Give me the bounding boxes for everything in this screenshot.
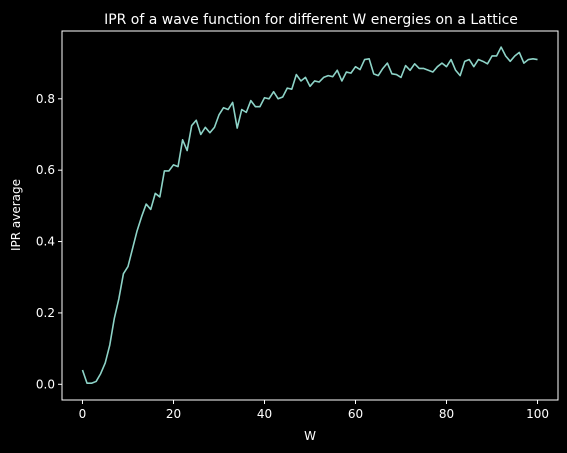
x-tick-label: 40 xyxy=(257,407,272,421)
chart-title: IPR of a wave function for different W e… xyxy=(104,12,518,28)
x-axis-ticks: 0 20 40 60 80 100 xyxy=(79,400,549,421)
x-tick-label: 60 xyxy=(348,407,363,421)
y-tick-label: 0.8 xyxy=(36,92,55,106)
y-tick-label: 0.2 xyxy=(36,306,55,320)
plot-frame xyxy=(61,30,559,401)
y-tick-label: 0.6 xyxy=(36,163,55,177)
x-tick-label: 100 xyxy=(526,407,549,421)
y-tick-label: 0.4 xyxy=(36,235,55,249)
y-axis-label: IPR average xyxy=(9,179,23,251)
series-layer xyxy=(81,46,538,385)
series-line xyxy=(81,46,538,385)
y-tick-label: 0.0 xyxy=(36,377,55,391)
x-axis-label: W xyxy=(304,429,316,443)
x-tick-label: 20 xyxy=(166,407,181,421)
x-tick-label: 80 xyxy=(439,407,454,421)
y-axis-ticks: 0.0 0.2 0.4 0.6 0.8 xyxy=(36,92,62,391)
x-tick-label: 0 xyxy=(79,407,87,421)
